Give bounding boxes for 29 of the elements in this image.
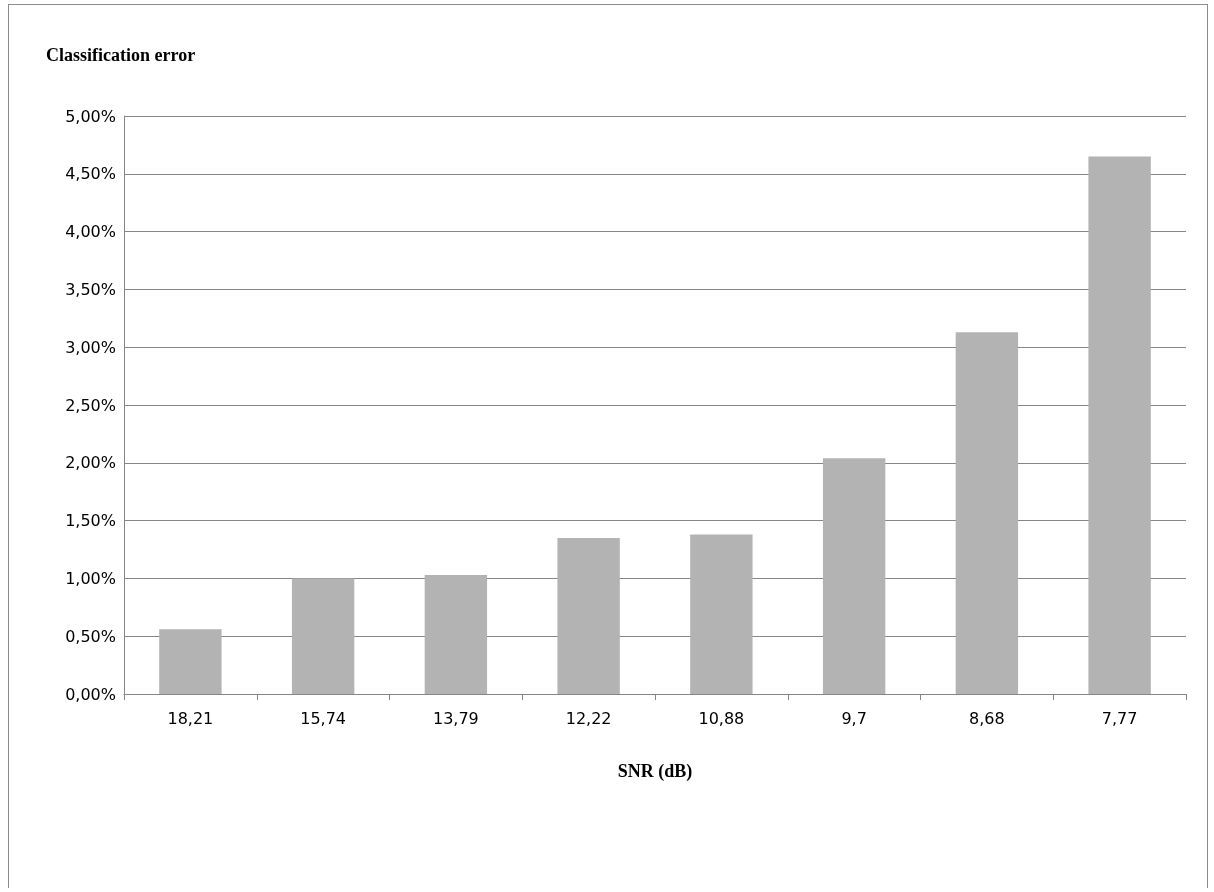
- x-tick-label: 13,79: [432, 708, 479, 728]
- bar: [291, 578, 355, 694]
- y-tick-label: 0,50%: [65, 626, 116, 646]
- y-tick-label: 4,00%: [65, 222, 116, 242]
- x-tick-label: 8,68: [969, 708, 1005, 728]
- bar: [822, 458, 886, 694]
- y-tick-label: 3,50%: [65, 279, 116, 299]
- y-tick-label: 0,00%: [65, 684, 116, 704]
- y-tick-label: 1,50%: [65, 511, 116, 531]
- y-tick-label: 5,00%: [65, 106, 116, 126]
- bar: [1088, 156, 1151, 694]
- y-tick-label: 3,00%: [65, 337, 116, 357]
- x-tick-label: 7,77: [1101, 708, 1138, 728]
- x-tick-label: 9,7: [841, 708, 867, 728]
- x-tick-label: 18,21: [167, 708, 214, 728]
- chart-title: Classification error: [46, 45, 196, 65]
- bar: [557, 537, 620, 694]
- x-tick-label: 10,88: [698, 708, 745, 728]
- y-tick-label: 2,00%: [65, 453, 116, 473]
- bar: [690, 534, 753, 694]
- x-tick-label: 12,22: [565, 708, 612, 728]
- y-tick-label: 1,00%: [65, 568, 116, 588]
- bar: [424, 574, 488, 694]
- y-tick-label: 4,50%: [65, 164, 116, 184]
- y-tick-label: 2,50%: [65, 395, 116, 415]
- x-tick-label: 15,74: [300, 708, 347, 728]
- x-axis-title: SNR (dB): [617, 761, 693, 782]
- bar: [955, 332, 1019, 694]
- bar: [159, 629, 222, 694]
